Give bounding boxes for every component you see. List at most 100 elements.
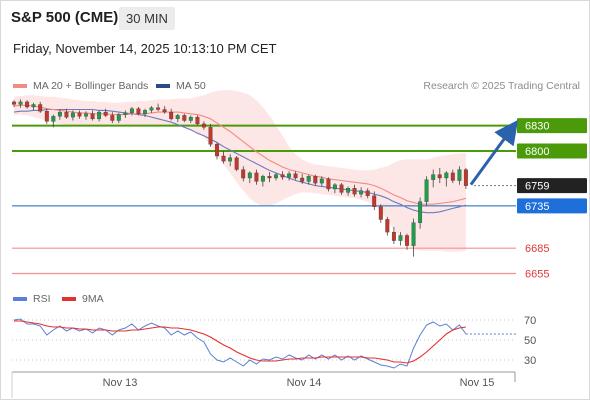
candle-body (398, 235, 403, 241)
rsi-ma-line (14, 320, 466, 364)
level-tag-6735 (517, 198, 587, 214)
candle-body (182, 115, 187, 121)
candle-body (25, 101, 30, 108)
candle-body (70, 112, 75, 118)
candle-body (241, 169, 246, 179)
rsi-line (13, 318, 467, 369)
candle-body (188, 116, 193, 121)
interval-badge[interactable]: 30 MIN (119, 7, 175, 30)
candle-body (64, 111, 69, 118)
ma50-legend-label: MA 50 (176, 80, 206, 92)
ma20-line (13, 104, 467, 205)
candle-body (110, 115, 115, 121)
chart-header: S&P 500 (CME) 30 MIN (0, 0, 590, 36)
x-axis: Nov 13 Nov 14 Nov 15 (11, 371, 516, 398)
candle-body (247, 172, 252, 179)
candle-body (103, 111, 108, 116)
candle-body (90, 113, 95, 120)
candle-body (280, 174, 285, 178)
level-label-6759: 6759 (525, 181, 549, 193)
level-label-6655: 6655 (525, 269, 549, 281)
level-label-6830: 6830 (525, 121, 549, 133)
candle-body (44, 111, 49, 122)
candle-body (97, 111, 102, 120)
candle-body (306, 176, 311, 182)
candle-body (319, 178, 324, 184)
candle-body (372, 195, 377, 207)
level-label-6685: 6685 (525, 243, 549, 255)
candle-body (352, 188, 357, 195)
candle-body (437, 174, 442, 179)
candle-body (51, 116, 56, 122)
candle-body (175, 115, 180, 119)
candle-body (450, 172, 455, 181)
candle-body (228, 157, 233, 162)
candle-body (444, 172, 449, 179)
candle-body (221, 155, 226, 162)
candle-body (411, 222, 416, 246)
candle-body (300, 177, 305, 182)
candle-body (293, 173, 298, 179)
candle-body (405, 235, 409, 246)
candle-body (123, 112, 128, 115)
candle-body (287, 173, 292, 178)
candle-body (274, 174, 278, 179)
candle-body (346, 188, 351, 193)
candle-body (129, 108, 134, 114)
candle-body (359, 190, 364, 195)
rsi-tick-label-50: 50 (524, 335, 536, 347)
candle-body (136, 108, 141, 114)
candle-body (12, 101, 16, 105)
candle-body (332, 184, 337, 190)
bollinger-band (14, 90, 466, 252)
research-credit: Research © 2025 Trading Central (423, 80, 580, 92)
ma20-swatch (13, 84, 27, 89)
candle-body (84, 113, 89, 117)
candle-body (18, 101, 23, 105)
instrument-title: S&P 500 (CME) (11, 9, 119, 26)
candle-body (313, 176, 318, 184)
ma50-line (13, 108, 467, 214)
candle-body (57, 111, 62, 117)
price-pane: 6830 6800 6759 6735 6685 6655 (12, 90, 587, 281)
level-label-6800: 6800 (525, 146, 549, 158)
candle-body (162, 109, 167, 113)
rsi-tick-label-30: 30 (524, 355, 536, 367)
candle-body (201, 123, 206, 128)
rsi-tick-label-70: 70 (524, 315, 536, 327)
candle-body (254, 172, 259, 182)
candle-body (234, 157, 239, 170)
legend-ma50: MA 50 (156, 80, 206, 92)
candle-body (143, 110, 147, 114)
candle-body (391, 231, 396, 241)
rsi-ma-swatch (62, 297, 76, 302)
rsi-ma-legend-label: 9MA (82, 293, 104, 305)
candle-body (31, 104, 36, 108)
candle-body (267, 176, 272, 179)
candle-body (418, 201, 423, 223)
ma50-swatch (156, 84, 170, 89)
legend-rsi: RSI (13, 293, 51, 305)
candle-body (208, 127, 213, 145)
candle-body (326, 178, 331, 190)
ma20-legend-label: MA 20 + Bollinger Bands (33, 80, 149, 92)
candle-body (378, 206, 383, 220)
rsi-legend-label: RSI (33, 293, 51, 305)
x-tick-label-2: Nov 15 (460, 377, 495, 389)
candle-body (215, 144, 219, 157)
chart-timestamp: Friday, November 14, 2025 10:13:10 PM CE… (13, 41, 277, 56)
candle-body (463, 169, 468, 186)
candle-body (260, 176, 265, 182)
level-tag-6800 (517, 143, 587, 159)
candle-body (169, 111, 174, 120)
level-tag-6830 (517, 118, 587, 134)
level-tag-6759 (517, 178, 587, 194)
candle-body (77, 112, 82, 117)
candle-body (424, 179, 429, 202)
legend-rsi-ma: 9MA (62, 293, 104, 305)
x-tick-label-1: Nov 14 (287, 377, 322, 389)
candle-body (365, 190, 370, 196)
projection-arrow (469, 119, 519, 186)
legend-ma20: MA 20 + Bollinger Bands (13, 80, 148, 92)
